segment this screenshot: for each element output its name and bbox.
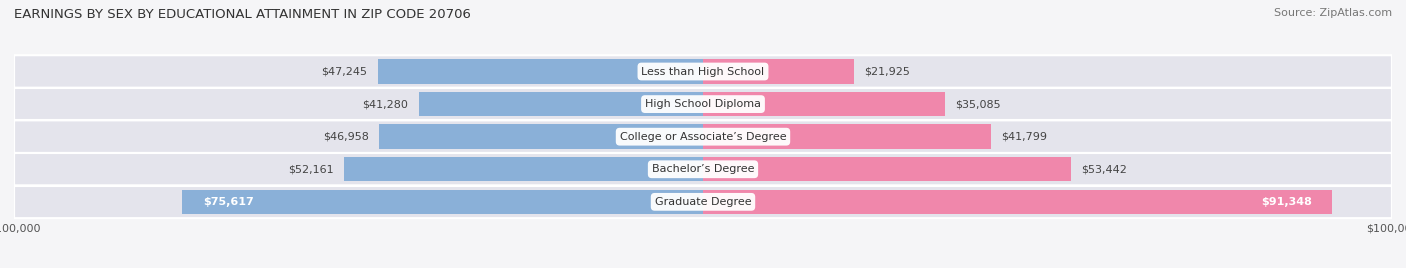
Bar xyxy=(343,157,703,181)
Text: $21,925: $21,925 xyxy=(865,66,910,77)
Bar xyxy=(703,190,1333,214)
Bar xyxy=(703,59,853,84)
FancyBboxPatch shape xyxy=(14,88,1392,120)
Text: $91,348: $91,348 xyxy=(1261,197,1312,207)
Bar xyxy=(419,92,703,116)
Text: Less than High School: Less than High School xyxy=(641,66,765,77)
Text: $35,085: $35,085 xyxy=(955,99,1001,109)
FancyBboxPatch shape xyxy=(14,185,1392,218)
Text: College or Associate’s Degree: College or Associate’s Degree xyxy=(620,132,786,142)
Text: High School Diploma: High School Diploma xyxy=(645,99,761,109)
Text: $47,245: $47,245 xyxy=(321,66,367,77)
Text: $41,799: $41,799 xyxy=(1001,132,1047,142)
Bar xyxy=(181,190,703,214)
Bar xyxy=(703,92,945,116)
Bar xyxy=(703,157,1071,181)
Text: EARNINGS BY SEX BY EDUCATIONAL ATTAINMENT IN ZIP CODE 20706: EARNINGS BY SEX BY EDUCATIONAL ATTAINMEN… xyxy=(14,8,471,21)
Text: Graduate Degree: Graduate Degree xyxy=(655,197,751,207)
FancyBboxPatch shape xyxy=(14,153,1392,185)
Text: $46,958: $46,958 xyxy=(323,132,370,142)
Bar xyxy=(380,124,703,149)
FancyBboxPatch shape xyxy=(14,120,1392,153)
FancyBboxPatch shape xyxy=(14,55,1392,88)
Text: $52,161: $52,161 xyxy=(288,164,333,174)
Text: Source: ZipAtlas.com: Source: ZipAtlas.com xyxy=(1274,8,1392,18)
Text: $41,280: $41,280 xyxy=(363,99,408,109)
Bar xyxy=(377,59,703,84)
Text: Bachelor’s Degree: Bachelor’s Degree xyxy=(652,164,754,174)
Text: $75,617: $75,617 xyxy=(202,197,253,207)
Bar xyxy=(703,124,991,149)
Text: $53,442: $53,442 xyxy=(1081,164,1128,174)
